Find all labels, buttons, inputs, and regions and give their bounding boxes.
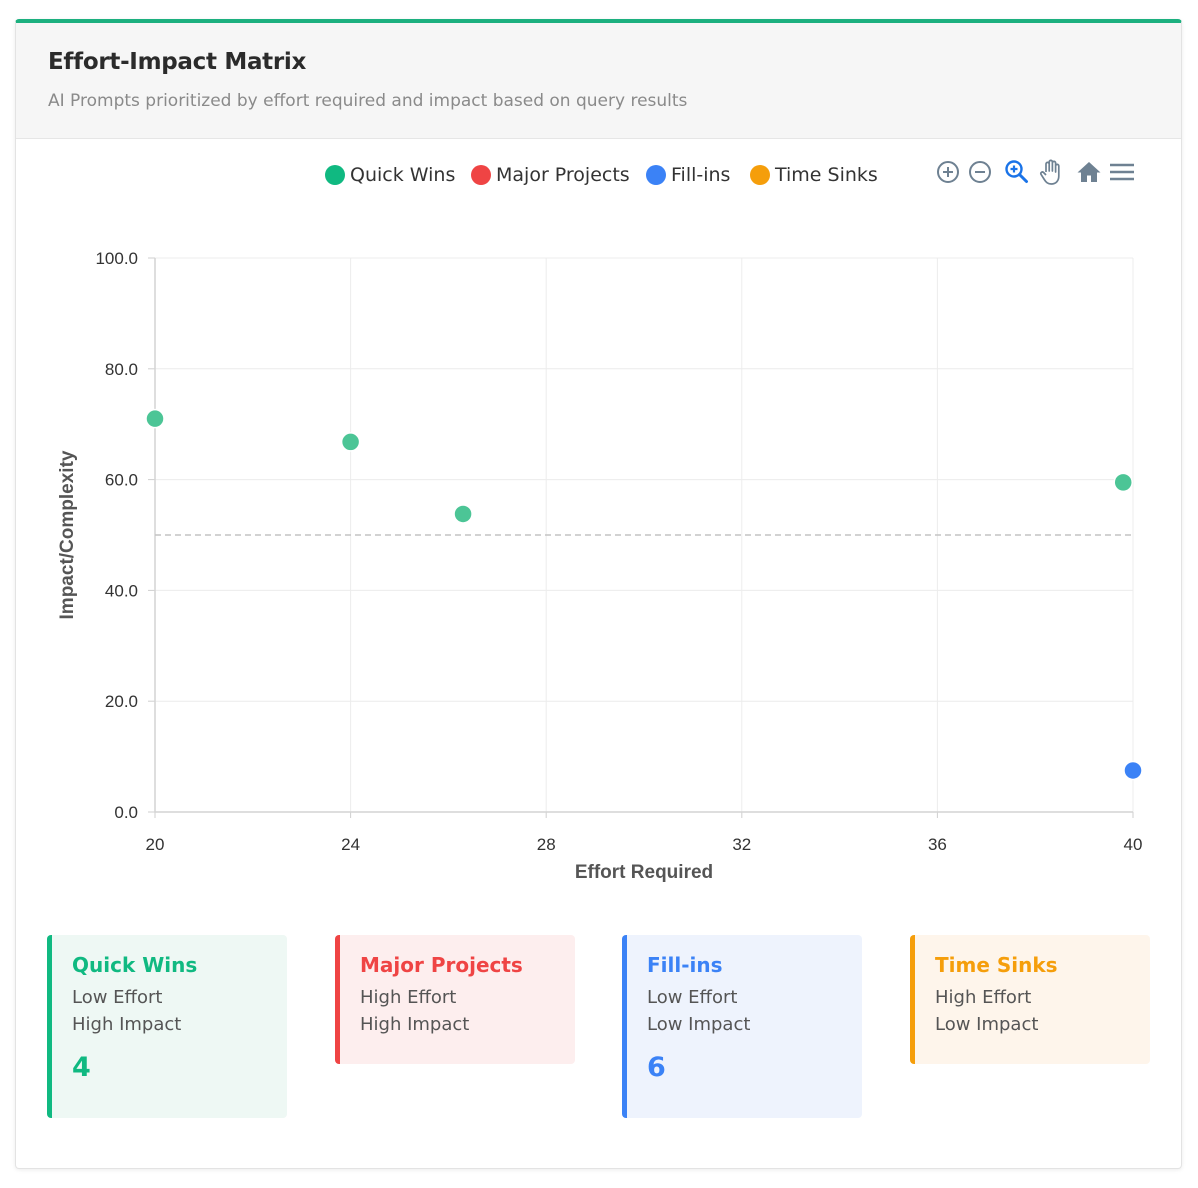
card-header: Effort-Impact Matrix AI Prompts prioriti…: [16, 23, 1181, 139]
y-tick-label: 0.0: [114, 803, 138, 822]
y-tick-label: 100.0: [95, 249, 138, 268]
legend-item-major-projects[interactable]: Major Projects: [471, 164, 630, 186]
quadrant-title: Time Sinks: [935, 953, 1058, 977]
chart-legend: Quick Wins Major Projects Fill-ins Time …: [0, 164, 1198, 194]
menu-icon[interactable]: [1108, 158, 1136, 186]
x-axis-title: Effort Required: [575, 862, 713, 883]
x-tick-label: 20: [146, 835, 165, 854]
x-tick-label: 28: [537, 835, 556, 854]
quadrant-card-fill-ins: Fill-ins Low Effort Low Impact 6: [622, 935, 862, 1118]
legend-marker-quick-wins: [325, 165, 345, 185]
quadrant-count: 6: [647, 1052, 666, 1083]
x-tick-label: 36: [928, 835, 947, 854]
page-title: Effort-Impact Matrix: [48, 49, 307, 75]
quadrant-impact: Low Impact: [647, 1014, 751, 1035]
x-tick-label: 24: [341, 835, 360, 854]
quadrant-title: Fill-ins: [647, 953, 723, 977]
quadrant-title: Quick Wins: [72, 953, 198, 977]
data-point-quick-wins: [340, 432, 361, 452]
y-tick-label: 60.0: [105, 471, 138, 490]
x-tick-label: 40: [1124, 835, 1143, 854]
quadrant-impact: High Impact: [72, 1014, 182, 1035]
y-tick-label: 20.0: [105, 692, 138, 711]
y-axis-title: Impact/Complexity: [57, 450, 78, 619]
selection-zoom-icon[interactable]: [1003, 158, 1031, 186]
quadrant-count: 4: [72, 1052, 91, 1083]
page-subtitle: AI Prompts prioritized by effort require…: [48, 91, 688, 111]
quadrant-effort: High Effort: [360, 987, 457, 1008]
legend-marker-fill-ins: [646, 165, 666, 185]
data-point-quick-wins: [453, 504, 473, 524]
x-tick-label: 32: [732, 835, 751, 854]
data-point-quick-wins: [1113, 472, 1133, 493]
quadrant-card-major-projects: Major Projects High Effort High Impact: [335, 935, 575, 1064]
y-tick-label: 80.0: [105, 360, 138, 379]
quadrant-effort: Low Effort: [72, 987, 163, 1008]
legend-item-time-sinks[interactable]: Time Sinks: [750, 164, 878, 186]
data-point-quick-wins: [145, 408, 165, 429]
quadrant-title: Major Projects: [360, 953, 523, 977]
quadrant-effort: High Effort: [935, 987, 1032, 1008]
zoom-in-icon[interactable]: [934, 158, 962, 186]
zoom-out-icon[interactable]: [966, 158, 994, 186]
quadrant-impact: Low Impact: [935, 1014, 1039, 1035]
data-point-fill-ins: [1123, 760, 1143, 781]
legend-item-fill-ins[interactable]: Fill-ins: [646, 164, 730, 186]
chart-toolbar: [0, 158, 1198, 188]
legend-marker-time-sinks: [750, 165, 770, 185]
legend-label-major-projects: Major Projects: [496, 164, 630, 186]
pan-icon[interactable]: [1037, 158, 1065, 186]
quadrant-impact: High Impact: [360, 1014, 470, 1035]
quadrant-card-quick-wins: Quick Wins Low Effort High Impact 4: [47, 935, 287, 1118]
legend-item-quick-wins[interactable]: Quick Wins: [325, 164, 455, 186]
legend-label-time-sinks: Time Sinks: [775, 164, 878, 186]
quadrant-effort: Low Effort: [647, 987, 738, 1008]
y-tick-label: 40.0: [105, 581, 138, 600]
quadrant-card-time-sinks: Time Sinks High Effort Low Impact: [910, 935, 1150, 1064]
legend-label-fill-ins: Fill-ins: [671, 164, 731, 186]
legend-marker-major-projects: [471, 165, 491, 185]
home-icon[interactable]: [1075, 158, 1103, 186]
legend-label-quick-wins: Quick Wins: [350, 164, 456, 186]
